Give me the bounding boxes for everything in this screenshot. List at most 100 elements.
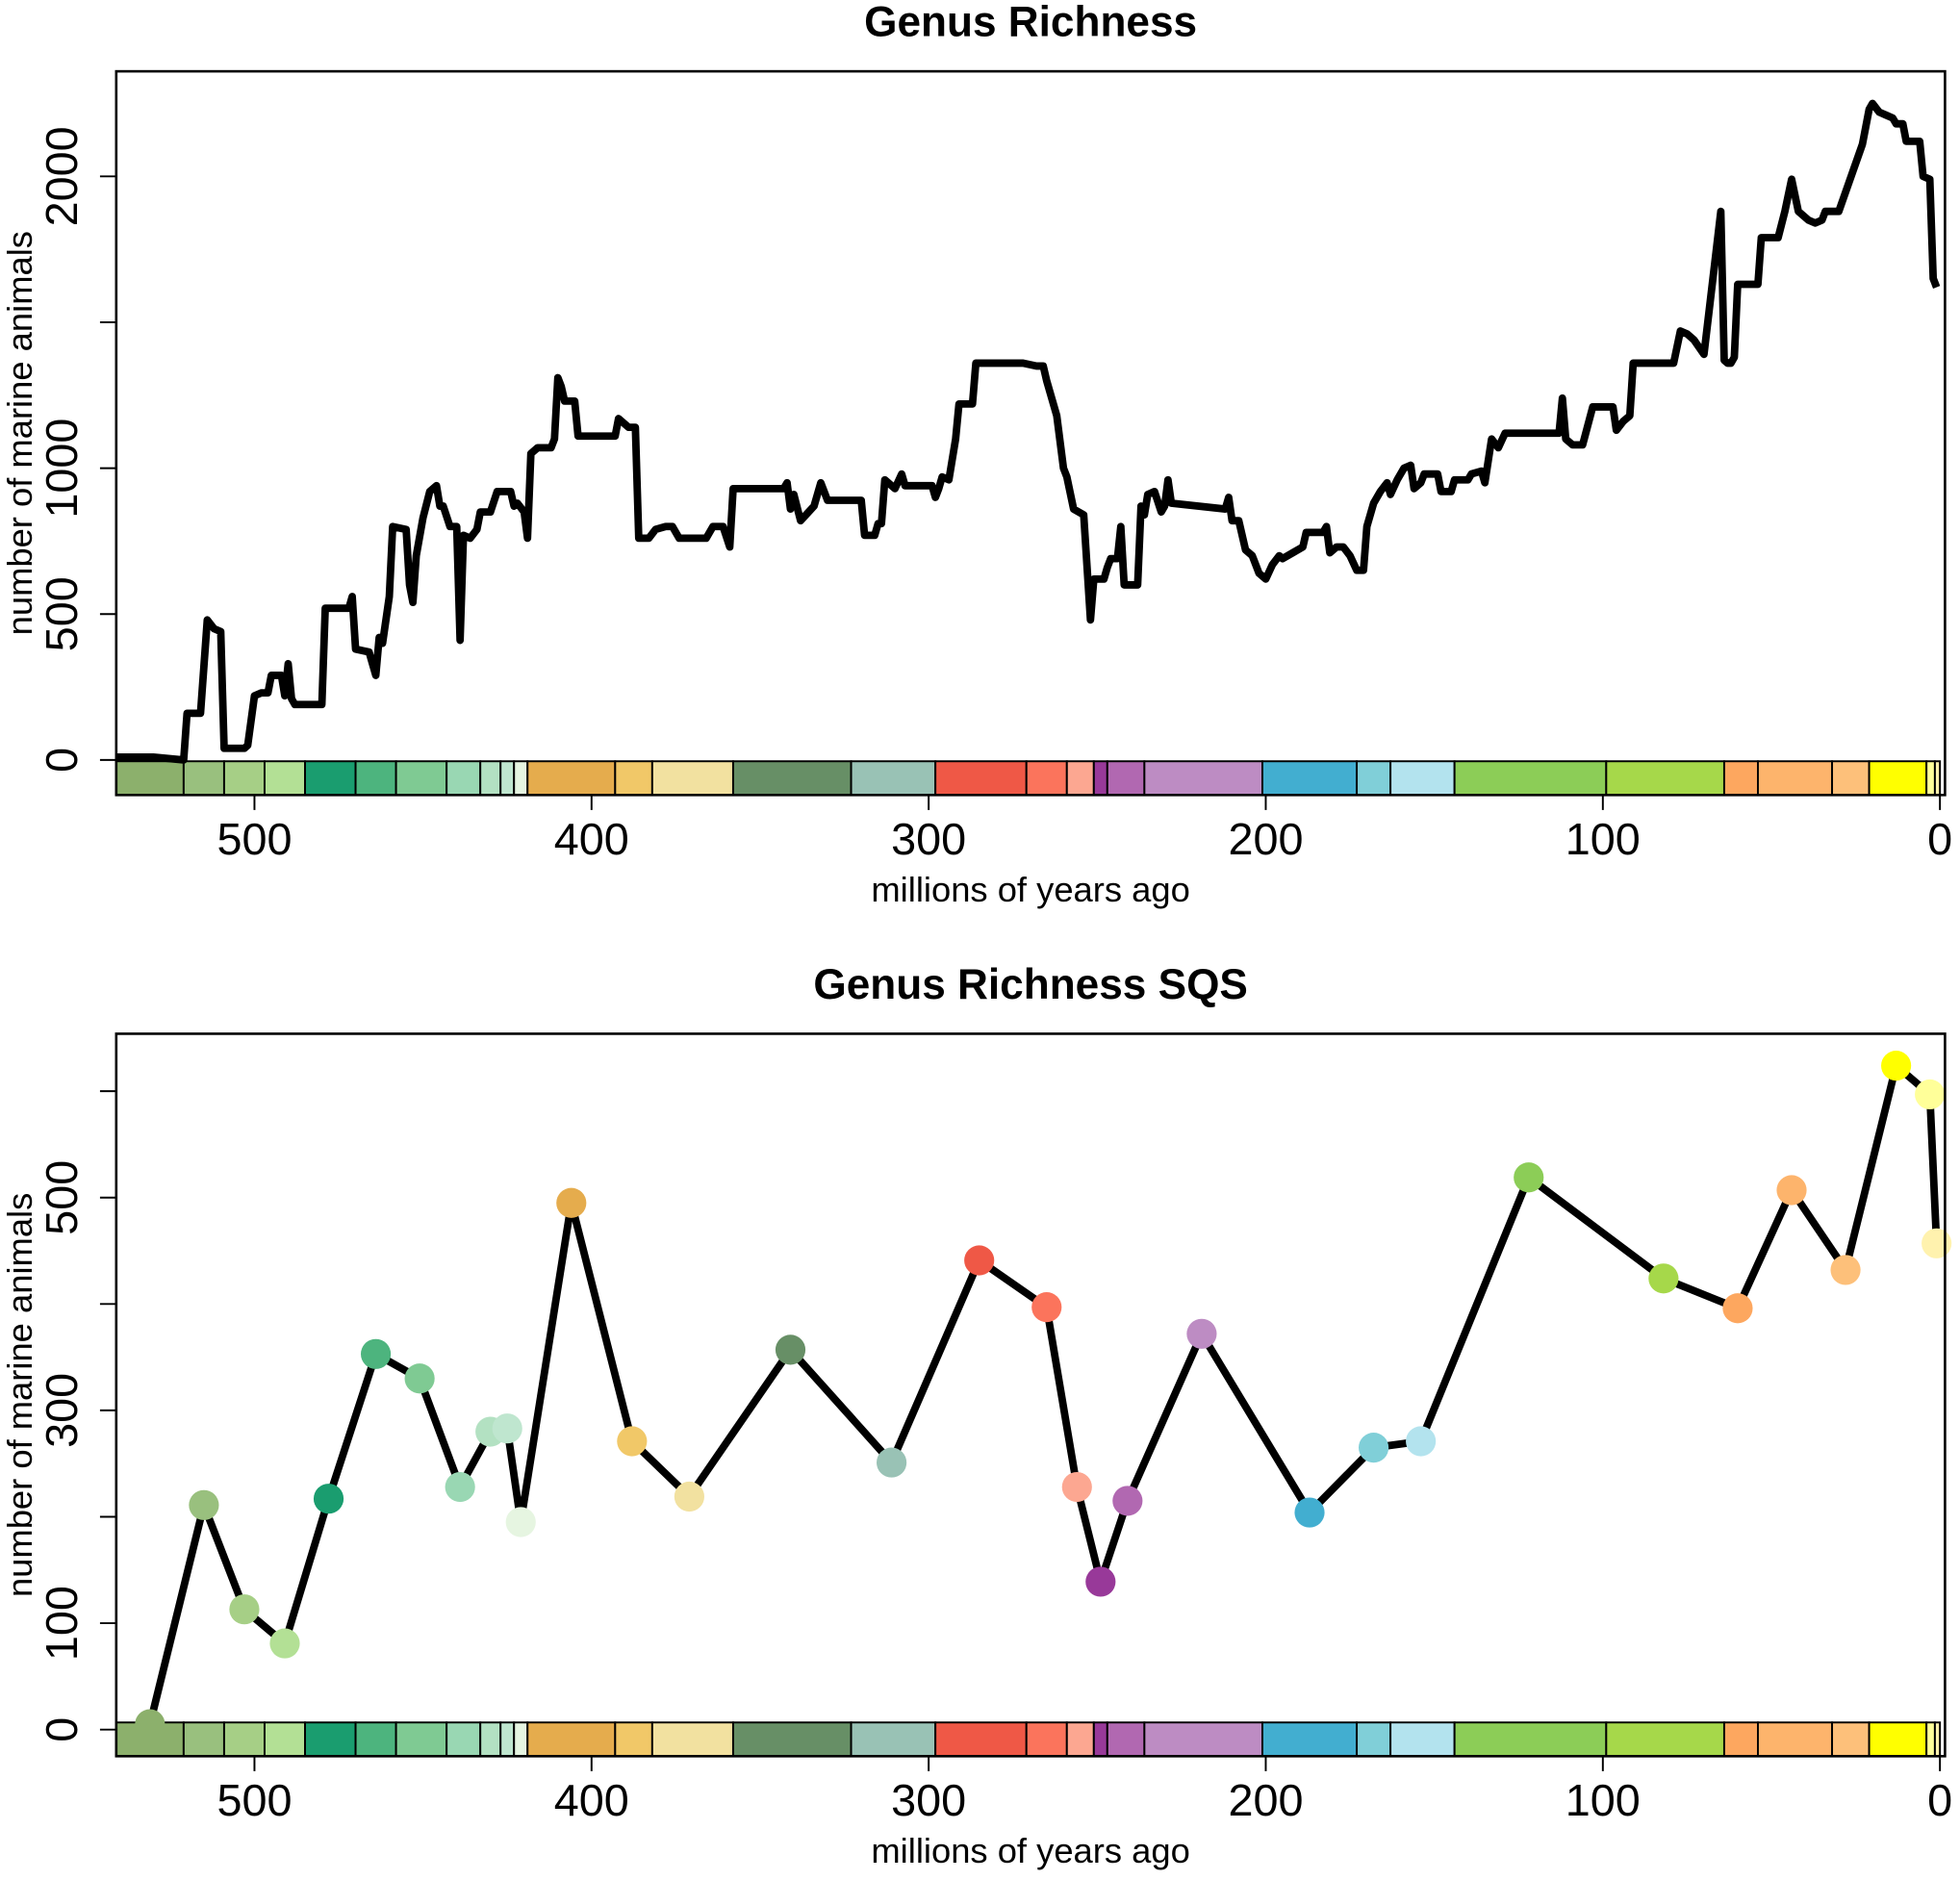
time-scale-segment [499,760,516,797]
time-scale-segment [614,760,653,797]
time-scale-segment [1831,760,1871,797]
data-point [775,1334,806,1365]
time-scale-segment [1092,1721,1108,1758]
y-tick-label: 2000 [37,126,87,226]
y-tick-label: 100 [37,1586,87,1661]
time-scale-segment [1933,760,1942,797]
time-scale-segment [934,760,1028,797]
time-scale-segment [263,1721,306,1758]
time-scale-segment [731,1721,853,1758]
time-scale-segment [934,1721,1028,1758]
time-scale-segment [115,760,185,797]
data-point [556,1187,587,1218]
time-scale-segment [304,760,357,797]
time-scale-segment [1605,1721,1725,1758]
time-scale-segment [526,1721,617,1758]
time-scale-segment [650,1721,734,1758]
data-point [1406,1426,1437,1457]
time-scale-segment [850,1721,937,1758]
time-scale-segment [1065,760,1095,797]
time-scale-segment [445,760,482,797]
plot-frame [115,69,1947,797]
y-tick-label: 0 [37,1717,87,1742]
data-point [674,1481,704,1512]
y-axis-label: number of marine animals [0,1193,39,1597]
y-tick-label: 500 [37,576,87,651]
time-scale-segment [1092,760,1108,797]
x-tick-label: 400 [554,814,629,864]
y-tick-label: 300 [37,1373,87,1448]
data-line [146,1061,1941,1726]
data-point [492,1413,522,1444]
data-point [229,1594,260,1625]
data-point [135,1709,165,1740]
time-scale-segment [1025,1721,1068,1758]
data-point [1776,1175,1807,1206]
time-scale-segment [1933,1721,1942,1758]
time-scale-segment [1356,1721,1392,1758]
data-point [617,1426,648,1457]
data-point [1186,1318,1217,1349]
time-scale-segment [1453,1721,1608,1758]
time-scale-segment [222,760,266,797]
y-axis-label: number of marine animals [0,231,39,635]
data-point [1031,1292,1062,1323]
chart-title: Genus Richness [864,0,1197,46]
time-scale-segment [1389,1721,1456,1758]
time-scale-segment [513,760,529,797]
time-scale-segment [650,760,734,797]
time-scale-segment [1025,760,1068,797]
data-point [1648,1263,1679,1294]
data-point [1061,1471,1092,1503]
time-scale-segment [1453,760,1608,797]
data-point [1881,1051,1912,1081]
time-scale-segment [526,760,617,797]
x-tick-label: 0 [1927,814,1952,864]
data-point [445,1471,475,1503]
data-point [1358,1433,1389,1463]
time-scale-segment [1722,1721,1759,1758]
data-point [877,1447,907,1478]
y-tick-label: 1000 [37,419,87,519]
x-tick-label: 0 [1927,1775,1952,1825]
time-scale-segment [1868,1721,1928,1758]
time-scale-segment [445,1721,482,1758]
x-tick-label: 100 [1565,814,1641,864]
time-scale-segment [1143,760,1263,797]
time-scale-segment [1868,760,1928,797]
x-axis-label: millions of years ago [871,1831,1189,1870]
time-scale-segment [513,1721,529,1758]
time-scale-segment [499,1721,516,1758]
data-point [269,1628,300,1659]
data-point [313,1484,344,1514]
data-point [1514,1162,1544,1193]
time-scale-segment [1356,760,1392,797]
time-scale-segment [1925,760,1936,797]
plot-frame [115,1032,1947,1758]
time-scale-segment [850,760,937,797]
time-scale-segment [731,760,853,797]
data-point [1722,1293,1753,1324]
time-scale-segment [222,1721,266,1758]
time-scale-segment [1389,760,1456,797]
time-scale-segment [354,760,397,797]
time-scale-segment [479,1721,502,1758]
time-scale-segment [182,760,225,797]
x-axis-label: millions of years ago [871,870,1189,909]
time-scale-segment [304,1721,357,1758]
time-scale-segment [1756,760,1834,797]
time-scale-segment [1756,1721,1834,1758]
x-tick-label: 100 [1565,1775,1641,1825]
y-tick-label: 500 [37,1160,87,1235]
data-point [1915,1079,1946,1110]
data-point [360,1338,392,1369]
chart-panel: Genus Richness SQS 0 100 300 500 500 400 300 200… [0,961,1952,1870]
time-scale-segment [1831,1721,1871,1758]
data-point [1830,1255,1861,1285]
time-scale-segment [1143,1721,1263,1758]
data-point [964,1245,995,1276]
x-tick-label: 500 [216,814,292,864]
x-tick-label: 200 [1228,814,1303,864]
